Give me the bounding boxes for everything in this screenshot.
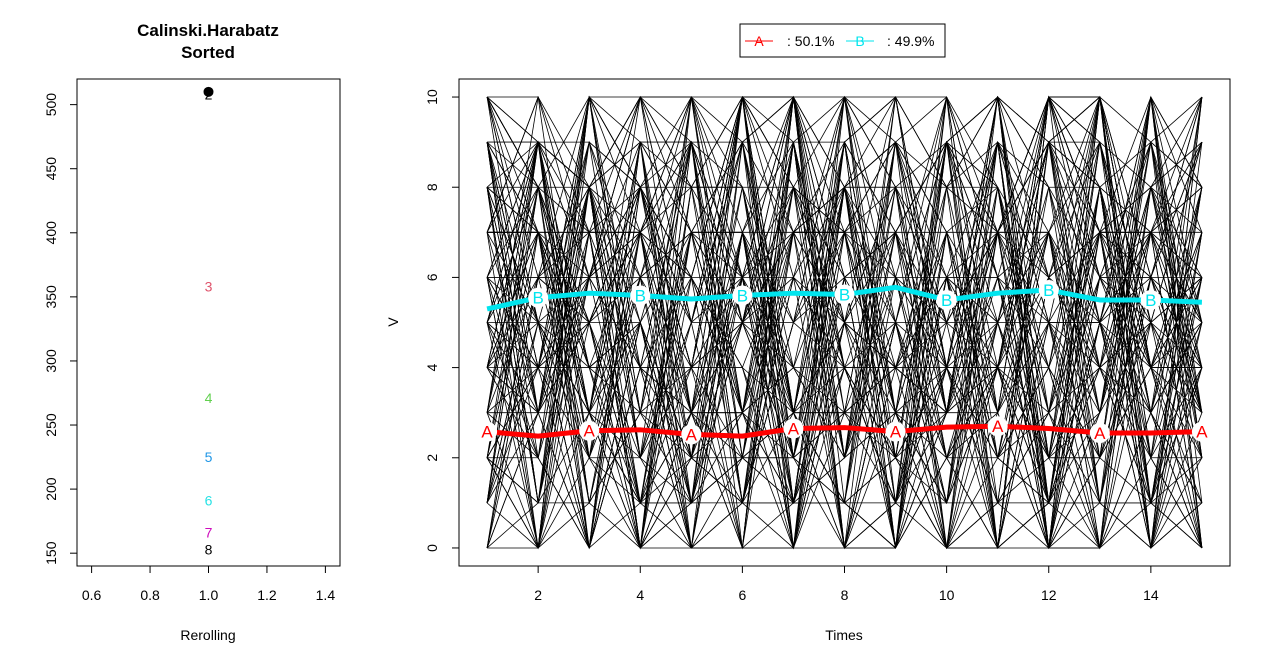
series-marker-b: B (1145, 291, 1156, 310)
left-y-tick-label: 150 (43, 541, 59, 565)
background-trajectory (487, 96, 1203, 459)
left-x-tick-label: 0.8 (140, 587, 160, 603)
left-chart-subtitle: Sorted (181, 43, 235, 62)
series-marker-a: A (890, 423, 902, 442)
background-trajectory (486, 277, 1203, 550)
right-y-tick-label: 6 (424, 273, 440, 281)
series-marker-bg (528, 287, 549, 308)
series-line-a (486, 423, 1202, 439)
right-x-tick-label: 4 (636, 587, 644, 603)
left-chart-title: Calinski.Harabatz (137, 21, 279, 40)
series-marker-bg (885, 421, 906, 442)
cluster-label-2: 2 (205, 86, 213, 102)
right-x-tick-label: 14 (1143, 587, 1159, 603)
cluster-label-4: 4 (205, 390, 213, 406)
series-marker-bg (783, 418, 804, 439)
left-x-tick-label: 1.4 (316, 587, 336, 603)
cluster-label-3: 3 (205, 279, 213, 295)
left-x-tick-label: 1.0 (199, 587, 219, 603)
background-trajectory (486, 95, 1203, 549)
series-marker-b: B (532, 289, 543, 308)
right-y-tick-label: 2 (424, 454, 440, 462)
series-marker-b: B (635, 286, 646, 305)
series-marker-b: B (941, 291, 952, 310)
series-marker-a: A (788, 419, 800, 438)
right-x-tick-label: 8 (841, 587, 849, 603)
series-marker-b: B (839, 286, 850, 305)
legend-text-a: : 50.1% (787, 33, 834, 49)
series-marker-bg (681, 424, 702, 445)
series-marker-bg (1140, 289, 1161, 310)
left-x-tick-label: 0.6 (82, 587, 102, 603)
right-y-tick-label: 10 (424, 89, 440, 105)
cluster-label-7: 7 (205, 525, 213, 541)
right-x-tick-label: 12 (1041, 587, 1057, 603)
series-marker-a: A (1094, 424, 1106, 443)
series-marker-bg (1089, 422, 1110, 443)
cluster-label-8: 8 (205, 541, 213, 557)
background-trajectory (486, 141, 1203, 549)
series-marker-bg (1038, 280, 1059, 301)
left-y-tick-label: 500 (43, 93, 59, 117)
series-marker-a: A (992, 417, 1004, 436)
left-y-tick-label: 350 (43, 285, 59, 309)
series-marker-bg (477, 421, 498, 442)
background-trajectories (486, 95, 1203, 550)
right-x-axis-label: Times (825, 627, 863, 643)
series-marker-a: A (584, 422, 596, 441)
background-trajectory (486, 141, 1202, 549)
series-marker-bg (732, 285, 753, 306)
right-x-tick-label: 10 (939, 587, 955, 603)
legend-marker-b: B (855, 33, 864, 49)
background-trajectory (486, 141, 1203, 549)
right-x-tick-label: 6 (738, 587, 746, 603)
series-marker-bg (936, 289, 957, 310)
left-x-axis-label: Rerolling (180, 627, 235, 643)
left-y-tick-label: 200 (43, 477, 59, 501)
left-y-tick-label: 400 (43, 221, 59, 245)
cluster-label-6: 6 (205, 493, 213, 509)
right-y-tick-label: 0 (424, 544, 440, 552)
series-lines: A A A A A A A A B B B B B B B (477, 280, 1212, 445)
series-marker-bg (579, 420, 600, 441)
background-trajectory (486, 141, 1202, 549)
data-point (203, 86, 214, 97)
legend-marker-a: A (754, 33, 764, 49)
legend-text-b: : 49.9% (887, 33, 934, 49)
right-axes: 2 4 6 8 10 12 14 0 2 4 6 8 10 (424, 89, 1159, 603)
right-x-tick-label: 2 (534, 587, 542, 603)
series-marker-b: B (1043, 281, 1054, 300)
series-marker-bg (987, 416, 1008, 437)
left-y-tick-label: 250 (43, 413, 59, 437)
series-marker-a: A (686, 425, 698, 444)
series-marker-bg (630, 285, 651, 306)
series-marker-a: A (481, 423, 493, 442)
left-y-tick-label: 450 (43, 157, 59, 181)
right-y-tick-label: 8 (424, 183, 440, 191)
series-marker-b: B (737, 286, 748, 305)
series-marker-a: A (1196, 423, 1208, 442)
right-y-tick-label: 4 (424, 363, 440, 371)
series-marker-bg (1191, 421, 1212, 442)
left-y-tick-label: 300 (43, 349, 59, 373)
left-x-tick-label: 1.2 (257, 587, 277, 603)
legend: A : 50.1% B : 49.9% (739, 23, 946, 58)
left-panel: Calinski.Harabatz Sorted 0.6 0.8 1.0 1.2 1.4… (43, 21, 341, 643)
legend-box (739, 23, 946, 58)
left-marks: 2 3 4 5 6 78 (203, 86, 214, 557)
cluster-label-5: 5 (205, 449, 213, 465)
left-axes: 0.6 0.8 1.0 1.2 1.4 150 200 250 300 350 400 450 500 (43, 93, 335, 603)
series-marker-bg (834, 284, 855, 305)
right-y-axis-label: V (385, 317, 401, 327)
